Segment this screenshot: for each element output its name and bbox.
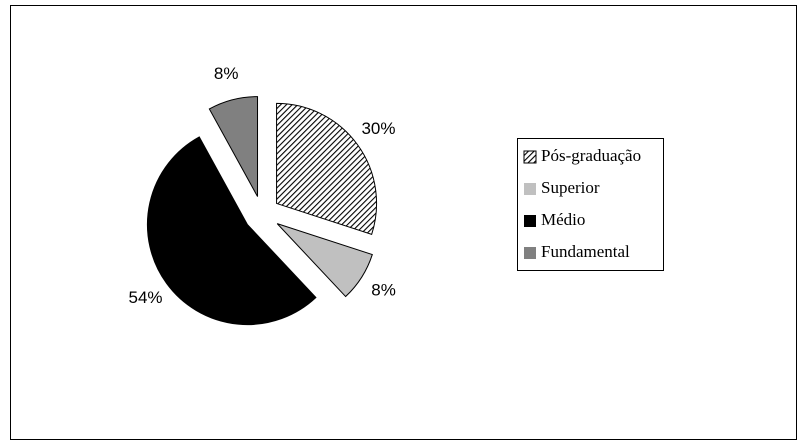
legend-swatch bbox=[524, 247, 536, 259]
pie-slice bbox=[146, 136, 317, 326]
legend-swatch bbox=[523, 150, 537, 164]
legend-label: Fundamental bbox=[541, 242, 630, 261]
legend-label: Superior bbox=[541, 178, 600, 197]
legend-swatch bbox=[524, 215, 536, 227]
legend-label: Médio bbox=[541, 210, 585, 229]
slice-label: 8% bbox=[371, 281, 396, 300]
chart-frame bbox=[10, 5, 797, 440]
pie-slice bbox=[276, 102, 378, 235]
legend-box bbox=[517, 138, 664, 271]
pie-slice bbox=[276, 223, 373, 298]
legend-label: Pós-graduação bbox=[541, 146, 641, 165]
legend-swatch bbox=[524, 183, 536, 195]
slice-label: 30% bbox=[361, 119, 395, 138]
pie-slice bbox=[208, 96, 259, 197]
slice-label: 8% bbox=[214, 64, 239, 83]
slice-label: 54% bbox=[128, 288, 162, 307]
